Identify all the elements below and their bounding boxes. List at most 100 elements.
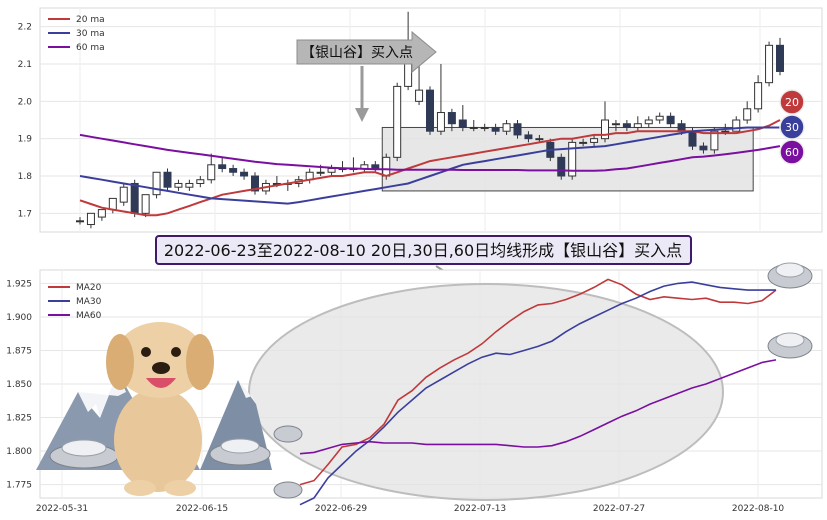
candle-up [644,119,653,125]
bottom-y-tick-label: 1.775 [6,481,32,491]
candle-up [611,123,620,126]
candle-up [207,164,216,181]
top-y-tick-label: 2.2 [18,23,32,33]
candle-down [163,171,172,188]
badge-20-circle [779,89,805,115]
candle-down [622,123,631,128]
top-y-tick-label: 1.7 [18,209,32,219]
candle-up [732,119,741,132]
bottom-y-tick-label: 1.925 [6,279,32,289]
legend-label-30ma: 30 ma [76,29,105,39]
candle-up [765,44,774,84]
candle-down [240,171,249,177]
badge-30-label: 30 [785,121,799,134]
candle-down [251,175,259,192]
candle-up [97,209,106,218]
candle-up [655,115,664,121]
candle-down [447,112,456,125]
top-y-tick-label: 1.8 [18,172,33,182]
ma-line-60ma [79,133,781,172]
candle-up [327,168,336,173]
ma-badges: 20 30 60 [779,89,805,165]
banner-box [155,235,692,265]
bottom-x-tick-label: 2022-07-13 [454,504,506,514]
candle-up [590,138,599,143]
candle-down [666,115,675,125]
candle-up [754,82,763,110]
candle-down [688,130,697,147]
top-y-tick-label: 2.1 [18,60,32,70]
candle-up [502,123,511,132]
bottom-y-tick-label: 1.850 [6,380,32,390]
badge-20-label: 20 [785,96,799,109]
candle-up [721,130,730,133]
badge-60-label: 60 [785,146,799,159]
candle-down [458,119,467,128]
legend-label-ma20: MA20 [76,283,102,293]
bottom-y-tick-label: 1.875 [6,346,32,356]
top-y-tick-label: 2.0 [18,97,33,107]
candle-down [426,89,434,132]
bottom-ma-lines [299,278,777,506]
candle-up [174,182,183,188]
top-ma-lines [79,119,781,217]
bottom-x-tick-label: 2022-06-29 [315,504,368,514]
candle-up [415,89,424,102]
candle-up [404,63,413,87]
silver-ingots-right [273,262,813,499]
candle-down [776,44,784,72]
candle-down [371,164,380,170]
candle-up [141,194,150,214]
candle-up [108,197,117,211]
candle-down [524,134,533,140]
candle-up [185,182,194,188]
candle-down [229,168,238,173]
candle-up [579,141,588,144]
ma-line-ma20 [299,278,777,486]
candle-up [382,156,391,177]
candle-up [152,171,161,196]
candle-up [710,130,719,151]
bottom-line-panel: 1.775 1.800 1.825 1.850 1.875 1.900 1.925 2022… [6,269,823,514]
bottom-y-tick-label: 1.900 [6,313,32,323]
candle-down [557,156,566,177]
candle-up [76,220,84,223]
title-banner: 2022-06-23至2022-08-10 20日,30日,60日均线形成【银山… [155,235,692,296]
ma-line-ma30 [299,281,776,506]
legend-label-60ma: 60 ma [76,43,105,53]
candle-up [393,85,402,158]
bottom-y-tick-label: 1.825 [6,414,32,424]
candle-down [130,182,139,214]
ma-line-ma60 [299,359,777,455]
callout-label: 【银山谷】买入点 [301,45,413,61]
candle-down [513,123,522,136]
dog-mascot-illustration [106,322,214,496]
candle-down [677,123,686,132]
bottom-x-tick-label: 2022-05-31 [36,504,88,514]
callout-arrow-shape [296,30,437,74]
top-candlestick-panel: 1.7 1.8 1.9 2.0 2.1 2.2 20 ma 30 ma 60 ma 【银山… [18,7,823,233]
bottom-x-tick-label: 2022-06-15 [176,504,228,514]
top-y-tick-label: 1.9 [18,135,33,145]
banner-text: 2022-06-23至2022-08-10 20日,30日,60日均线形成【银山… [164,241,682,260]
candle-down [699,145,708,151]
highlight-ellipse [248,283,724,501]
badge-30-circle [779,114,805,140]
candle-up [86,212,95,226]
candle-down [491,126,500,132]
candle-up [601,119,609,140]
candle-up [436,112,445,132]
callout-pointer-head [355,108,369,122]
candle-up [480,126,489,129]
legend-label-ma30: MA30 [76,297,102,307]
buy-point-callout: 【银山谷】买入点 [296,30,437,122]
candle-up [535,138,544,141]
candle-up [743,108,752,121]
candle-up [196,179,205,184]
bottom-y-tick-label: 1.800 [6,447,32,457]
bottom-y-axis: 1.775 1.800 1.825 1.850 1.875 1.900 1.925 [6,279,32,490]
top-legend: 20 ma 30 ma 60 ma [48,15,105,53]
bottom-x-axis: 2022-05-31 2022-06-15 2022-06-29 2022-07-13… [36,504,785,514]
badge-60-circle [779,139,805,165]
